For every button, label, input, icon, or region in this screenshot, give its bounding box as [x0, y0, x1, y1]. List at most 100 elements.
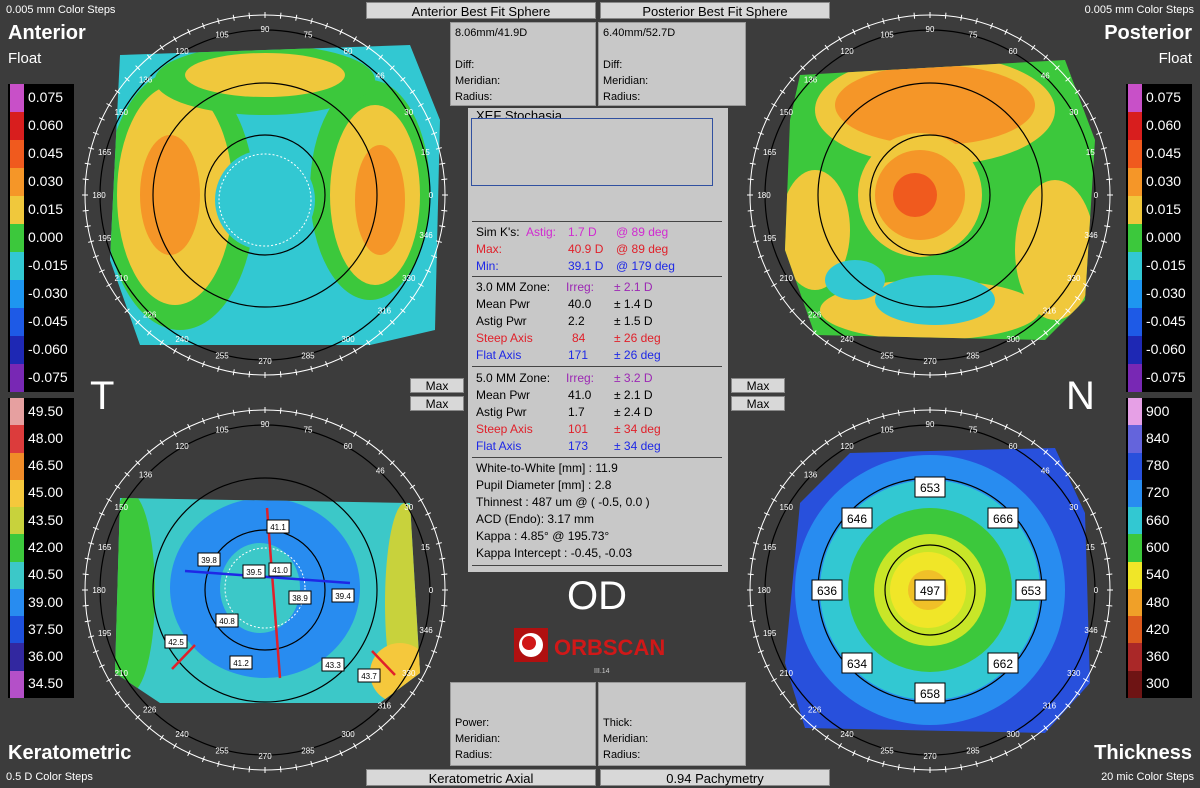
tick-mark	[418, 103, 424, 107]
pachymetry-button[interactable]: 0.94 Pachymetry	[600, 769, 830, 786]
orbscan-logo: ORBSCAN III.14	[514, 626, 686, 675]
scale-swatch	[10, 507, 24, 535]
axis-label: 316	[378, 701, 392, 710]
thickness-map[interactable]: 653 646 666 636 497 653 634 662 658 90 105 120 136 15…	[745, 393, 1115, 786]
astig-value: 1.7 D	[568, 225, 597, 239]
kappa-intercept: Kappa Intercept : -0.45, -0.03	[476, 546, 633, 560]
keratometric-map[interactable]: 41.1 39.8 39.5 41.0 38.9 39.4 40.8 42.5 41.2 43.3…	[80, 393, 450, 786]
scale-swatch	[10, 561, 24, 589]
axis-label: 330	[402, 669, 416, 678]
tick-mark	[248, 12, 251, 19]
axis-label: 165	[98, 148, 112, 157]
tick-mark	[1104, 620, 1111, 623]
scale-label: 480	[1146, 593, 1170, 610]
kerat-value-box	[266, 519, 290, 534]
keratometric-axial-button[interactable]: Keratometric Axial	[366, 769, 596, 786]
tick-mark	[990, 22, 994, 29]
orange-zone	[140, 135, 200, 255]
zone5-astig-value: 1.7	[568, 405, 585, 419]
tick-mark	[757, 255, 764, 259]
posterior-bfs-button[interactable]: Posterior Best Fit Sphere	[600, 2, 830, 19]
max-button-left-1[interactable]: Max	[410, 378, 464, 393]
tick-mark	[92, 255, 99, 259]
tick-mark	[425, 269, 432, 273]
max-button-right-2[interactable]: Max	[731, 396, 785, 411]
tick-mark	[378, 330, 384, 336]
kerat-value: 39.4	[335, 592, 351, 601]
max-button-left-2[interactable]: Max	[410, 396, 464, 411]
zone5-astig-label: Astig Pwr	[476, 405, 527, 419]
notes-box[interactable]	[471, 118, 713, 186]
thinnest: Thinnest : 487 um @ ( -0.5, 0.0 )	[476, 495, 650, 509]
tick-mark	[852, 423, 856, 430]
tick-mark	[88, 240, 95, 243]
tick-mark	[106, 498, 112, 502]
axis-label: 285	[966, 351, 980, 360]
scale-swatch	[10, 308, 24, 336]
axis-label: 0	[1094, 586, 1099, 595]
cyan-zone	[875, 275, 995, 325]
separator	[472, 457, 722, 458]
keratometric-color-scale: 49.50 48.00 46.50 45.00 43.50 42.00 40.50 39.00…	[8, 398, 74, 698]
steep-axis-edge	[371, 650, 396, 676]
zone-ring	[99, 424, 431, 756]
tick-mark	[747, 604, 754, 607]
tick-mark	[1054, 319, 1060, 325]
axis-label: 210	[115, 669, 129, 678]
anterior-float-map[interactable]: 9010512013615016518019521022624025527028…	[80, 0, 450, 390]
tick-mark	[757, 650, 764, 654]
tick-mark	[431, 526, 438, 530]
tick-mark	[747, 178, 754, 181]
tick-mark	[1043, 725, 1049, 731]
tick-mark	[990, 361, 994, 368]
tick-mark	[1031, 339, 1036, 346]
scale-swatch	[10, 252, 24, 280]
tick-mark	[310, 413, 313, 420]
tick-mark	[1031, 734, 1036, 741]
scale-label: -0.075	[28, 369, 68, 385]
anterior-radius-label: Radius:	[455, 91, 493, 103]
yellow-zone	[1015, 180, 1095, 320]
tick-mark	[1018, 743, 1022, 749]
tick-mark	[435, 635, 442, 638]
anterior-bfs-button[interactable]: Anterior Best Fit Sphere	[366, 2, 596, 19]
thickness-color-scale: 900 840 780 720 660 600 540 480 420 360 300	[1126, 398, 1192, 698]
tick-mark	[753, 635, 760, 638]
tick-mark	[763, 512, 770, 516]
tick-mark	[1096, 255, 1103, 259]
scale-swatch	[10, 84, 24, 112]
tick-mark	[1054, 65, 1060, 71]
statistics-panel: XEF Stochasia Sim K's: Astig: 1.7 D @ 89…	[468, 108, 728, 572]
scale-label: 300	[1146, 675, 1170, 692]
tick-mark	[913, 766, 916, 773]
tick-mark	[201, 22, 205, 29]
scale-swatch	[1128, 168, 1142, 196]
axis-label: 240	[840, 335, 854, 344]
posterior-diff-label: Diff:	[603, 59, 623, 71]
axis-label: 75	[304, 426, 313, 435]
tick-mark	[811, 725, 817, 731]
tick-mark	[82, 178, 89, 181]
scale-label: -0.015	[1146, 257, 1186, 273]
thickness-title: Thickness	[1094, 742, 1192, 764]
center-cyan	[215, 150, 315, 250]
tick-mark	[753, 240, 760, 243]
tick-mark	[975, 18, 978, 25]
scale-swatch	[10, 588, 24, 617]
tick-mark	[84, 162, 91, 165]
tick-mark	[824, 734, 829, 741]
scale-swatch	[1128, 588, 1142, 617]
kerat-value-box	[268, 562, 292, 577]
tick-mark	[146, 449, 152, 455]
kerat-value-box	[229, 655, 253, 670]
tick-mark	[1054, 714, 1060, 720]
tick-mark	[897, 409, 900, 416]
anterior-bfs-value: 8.06mm/41.9D	[455, 27, 528, 39]
tick-mark	[960, 369, 963, 376]
tick-mark	[1018, 36, 1022, 42]
axis-label: 226	[808, 705, 822, 714]
max-button-right-1[interactable]: Max	[731, 378, 785, 393]
scale-label: -0.075	[1146, 369, 1186, 385]
posterior-float-map[interactable]: 9010512013615016518019521022624025527028…	[745, 0, 1115, 390]
scale-swatch	[1128, 398, 1142, 426]
